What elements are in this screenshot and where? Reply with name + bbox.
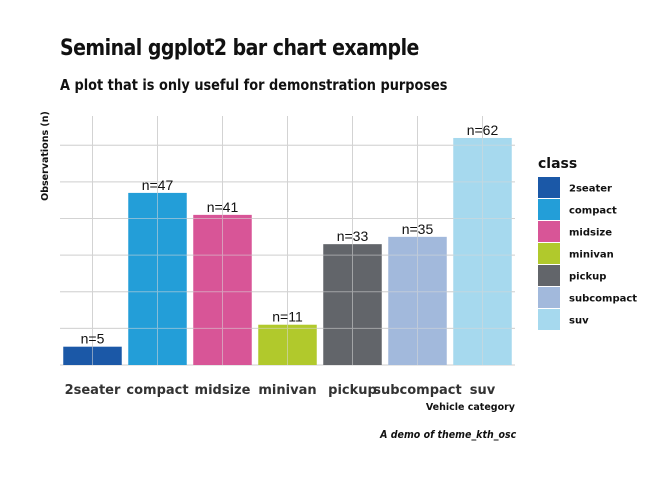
x-tick-subcompact: subcompact (373, 383, 461, 398)
legend-key-suv (538, 309, 560, 330)
y-axis-title: Observations (n) (40, 111, 51, 201)
x-axis-title: Vehicle category (426, 402, 516, 413)
legend-label-pickup: pickup (569, 272, 606, 283)
legend-key-minivan (538, 243, 560, 264)
x-tick-compact: compact (126, 383, 188, 398)
legend-key-pickup (538, 265, 560, 286)
x-tick-suv: suv (470, 383, 496, 398)
x-tick-pickup: pickup (328, 383, 377, 398)
legend-key-compact (538, 199, 560, 220)
legend-label-suv: suv (569, 316, 589, 327)
legend-key-midsize (538, 221, 560, 242)
bar-label-compact: n=47 (142, 177, 174, 193)
x-tick-minivan: minivan (258, 383, 316, 398)
bar-label-pickup: n=33 (337, 228, 369, 244)
bar-label-suv: n=62 (467, 122, 499, 138)
legend-label-subcompact: subcompact (569, 294, 637, 305)
bar-label-midsize: n=41 (207, 199, 239, 215)
chart-caption: A demo of theme_kth_osc (379, 428, 516, 441)
legend-key-2seater (538, 177, 560, 198)
chart-title: Seminal ggplot2 bar chart example (60, 36, 419, 61)
x-axis-ticks: 2seater compact midsize minivan pickupsubcom… (65, 383, 496, 398)
x-tick-midsize: midsize (195, 383, 251, 398)
x-tick-2seater: 2seater (65, 383, 121, 398)
chart-subtitle: A plot that is only useful for demonstra… (60, 76, 448, 94)
legend-title: class (538, 156, 577, 172)
bar-label-2seater: n=5 (81, 331, 105, 347)
legend-label-compact: compact (569, 206, 617, 217)
legend-label-minivan: minivan (569, 250, 614, 261)
legend-key-subcompact (538, 287, 560, 308)
bar-data-labels: n=5 n=47 n=41 n=11 n=33 n=35 n=62 (81, 122, 499, 347)
legend: class 2seater compact midsize minivan pickup… (538, 156, 637, 330)
bar-label-minivan: n=11 (272, 309, 303, 325)
legend-label-2seater: 2seater (569, 184, 612, 195)
grid-overlay (60, 116, 515, 365)
legend-label-midsize: midsize (569, 228, 612, 239)
bar-label-subcompact: n=35 (402, 221, 434, 237)
